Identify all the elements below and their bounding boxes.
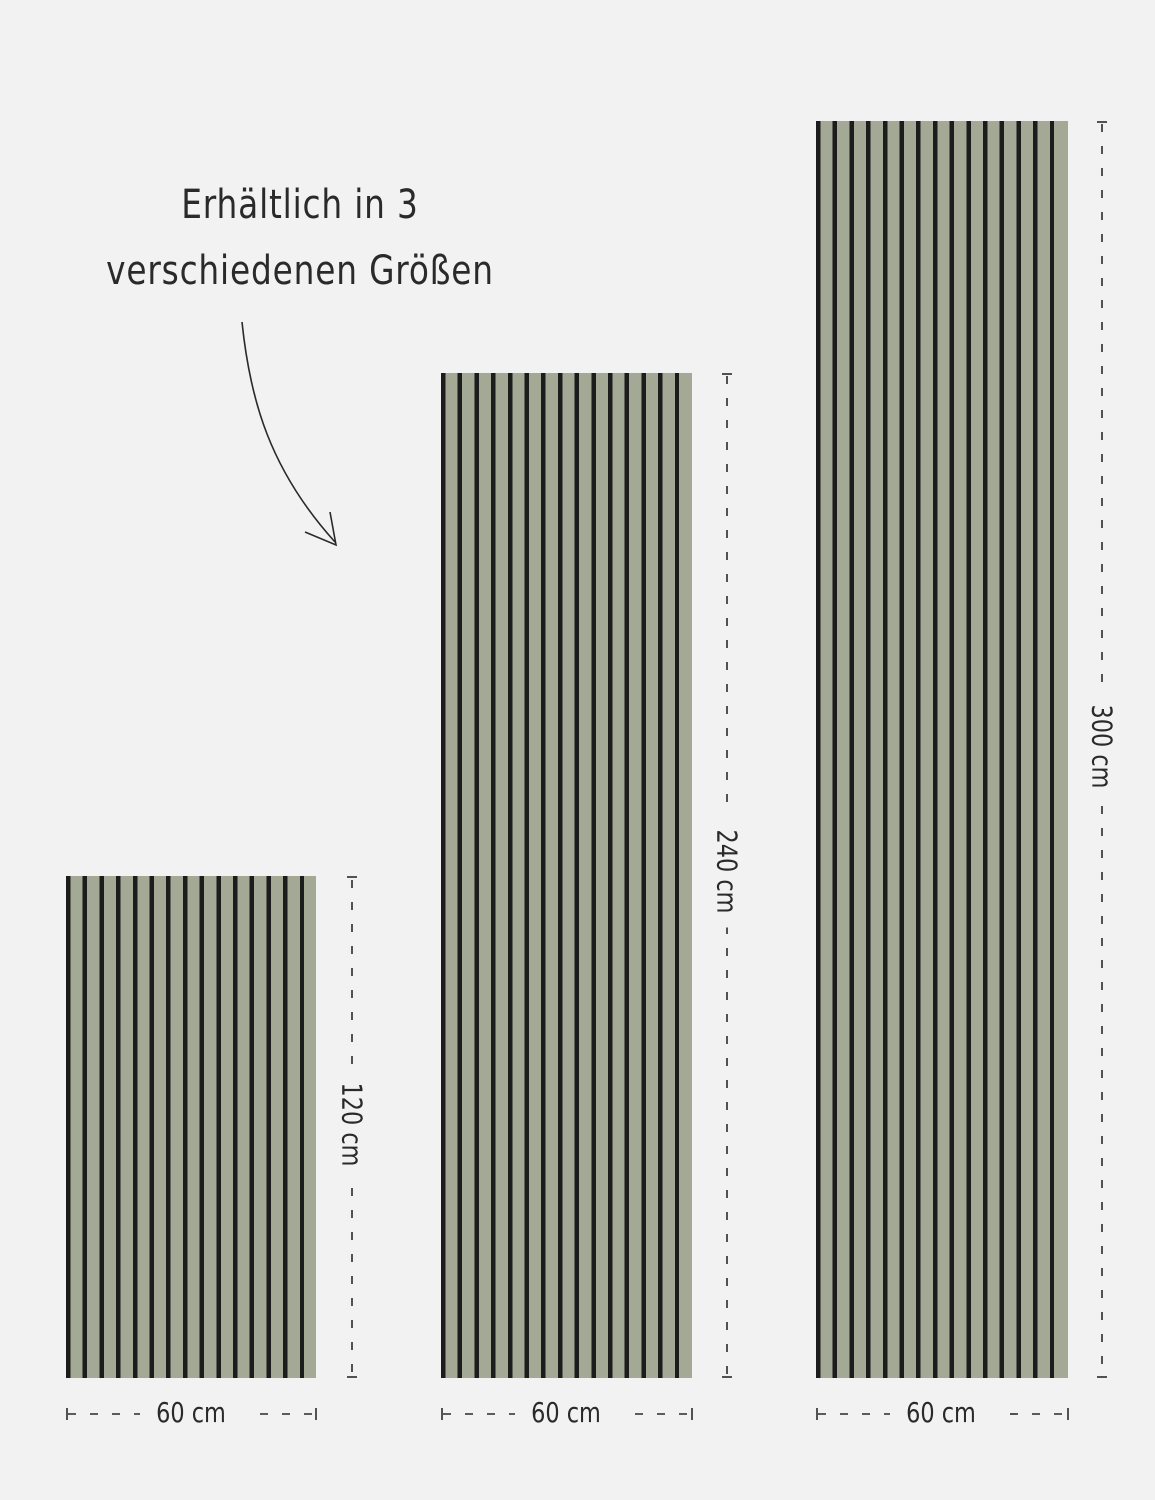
panel-medium-width-label: 60 cm — [531, 1396, 601, 1429]
panel-medium — [441, 373, 692, 1378]
panel-large — [816, 121, 1068, 1378]
headline-line-2: verschiedenen Größen — [106, 248, 494, 294]
panel-large-width-label: 60 cm — [906, 1396, 976, 1429]
panel-medium-height-label: 240 cm — [710, 815, 744, 928]
arrow-icon — [241, 321, 336, 543]
headline: Erhältlich in 3 verschiedenen Größen — [87, 172, 513, 304]
panel-large-height-label: 300 cm — [1085, 690, 1119, 803]
panel-small-height-label: 120 cm — [335, 1068, 369, 1181]
panel-small-width-label: 60 cm — [156, 1396, 226, 1429]
headline-line-1: Erhältlich in 3 — [181, 182, 419, 228]
arrow-head — [304, 511, 338, 547]
panel-small — [66, 876, 316, 1378]
